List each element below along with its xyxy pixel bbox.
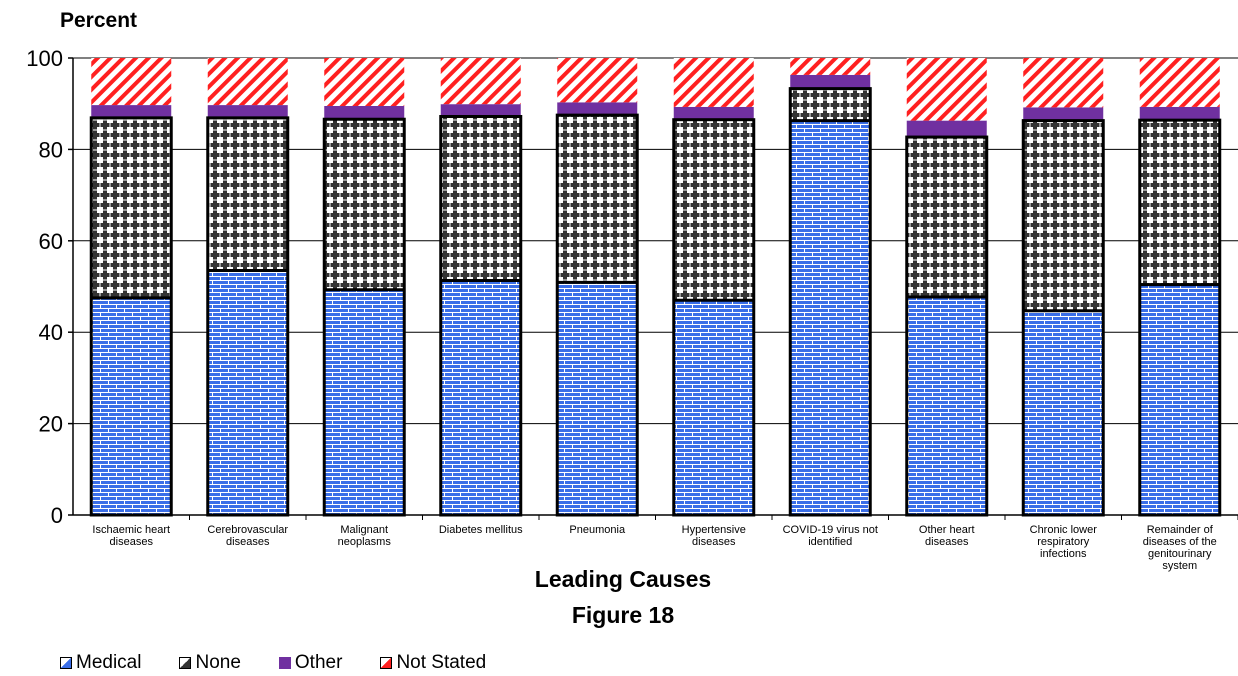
bar-segment-none	[324, 119, 405, 290]
bar-segment-none	[1023, 120, 1104, 311]
legend-swatch	[278, 657, 291, 669]
y-tick-label: 0	[51, 503, 63, 528]
bar-segment-medical	[440, 280, 521, 515]
legend-item-none: None	[179, 652, 241, 674]
y-tick-label: 80	[39, 137, 63, 162]
x-tick-label: Chronic lower	[1030, 524, 1098, 536]
bar-segment-medical	[1139, 284, 1220, 515]
x-tick-label: Other heart	[919, 524, 975, 536]
bar-segment-medical	[324, 289, 405, 515]
x-tick-label: infections	[1040, 548, 1087, 560]
x-tick-label: Remainder of	[1147, 524, 1214, 536]
bar-segment-other	[673, 106, 754, 120]
bar-segment-medical	[91, 297, 172, 515]
bar-segment-medical	[790, 120, 871, 515]
bar-segment-none	[440, 116, 521, 281]
x-tick-label: respiratory	[1037, 536, 1089, 548]
legend-label: Medical	[76, 652, 142, 673]
bar-segment-other	[557, 102, 638, 116]
bar-segment-not-stated	[1139, 58, 1220, 107]
bar-segment-other	[324, 105, 405, 120]
bar-segment-other	[1023, 107, 1104, 121]
legend: Medical None Other Not Stated	[60, 652, 524, 674]
x-tick-label: diseases	[692, 536, 736, 548]
bar-segment-not-stated	[91, 58, 172, 106]
bar-segment-not-stated	[673, 58, 754, 107]
bar-segment-not-stated	[324, 58, 405, 106]
bar-segment-other	[91, 105, 172, 118]
bar-segment-not-stated	[557, 58, 638, 103]
bar-segment-none	[790, 88, 871, 121]
bar-segment-other	[790, 74, 871, 89]
bar-segment-not-stated	[906, 58, 987, 121]
chart-title: Figure 18	[572, 602, 674, 628]
bar-segment-none	[557, 115, 638, 283]
x-tick-label: diseases	[925, 536, 969, 548]
bar-segment-medical	[673, 300, 754, 515]
bar-segment-other	[207, 105, 288, 118]
bar-segment-not-stated	[207, 58, 288, 106]
bar-segment-medical	[207, 270, 288, 515]
x-tick-label: genitourinary	[1148, 548, 1212, 560]
legend-swatch	[60, 657, 72, 669]
y-tick-label: 40	[39, 320, 63, 345]
bar-segment-medical	[557, 282, 638, 515]
bar-segment-other	[1139, 106, 1220, 121]
x-tick-label: Hypertensive	[682, 524, 746, 536]
y-tick-label: 100	[26, 46, 63, 71]
x-tick-label: identified	[808, 536, 852, 548]
x-tick-label: diseases of the	[1143, 536, 1217, 548]
x-tick-label: Cerebrovascular	[207, 524, 288, 536]
bar-segment-other	[906, 120, 987, 138]
y-axis-label: Percent	[60, 9, 137, 32]
bar-segment-medical	[906, 297, 987, 515]
y-tick-label: 20	[39, 412, 63, 437]
legend-item-not-stated: Not Stated	[380, 652, 486, 674]
x-axis-ticks: Ischaemic heartdiseasesCerebrovasculardi…	[92, 515, 1238, 572]
x-tick-label: Pneumonia	[569, 524, 626, 536]
bar-segment-none	[906, 137, 987, 298]
x-tick-label: Malignant	[340, 524, 388, 536]
y-axis-ticks: 0 20 40 60 80 100	[26, 46, 73, 528]
x-tick-label: diseases	[226, 536, 270, 548]
bar-segment-other	[440, 104, 521, 117]
x-tick-label: Ischaemic heart	[92, 524, 170, 536]
bar-segment-not-stated	[440, 58, 521, 105]
legend-label: Other	[294, 652, 343, 673]
legend-item-medical: Medical	[60, 652, 141, 674]
bar-segment-not-stated	[1023, 58, 1104, 108]
x-axis-label: Leading Causes	[535, 566, 711, 592]
x-tick-label: neoplasms	[338, 536, 392, 548]
bar-segment-none	[91, 117, 172, 298]
bar-series-group	[89, 58, 1222, 517]
bar-segment-none	[207, 117, 288, 271]
bar-segment-none	[1139, 120, 1220, 285]
legend-swatch	[380, 657, 393, 669]
x-tick-label: diseases	[110, 536, 154, 548]
legend-label: None	[195, 652, 241, 673]
bar-segment-not-stated	[790, 58, 871, 75]
bar-segment-none	[673, 119, 754, 301]
x-tick-label: COVID-19 virus not	[783, 524, 878, 536]
legend-item-other: Other	[278, 652, 343, 674]
y-tick-label: 60	[39, 229, 63, 254]
legend-label: Not Stated	[396, 652, 487, 673]
legend-swatch	[179, 657, 192, 669]
bar-segment-medical	[1023, 310, 1104, 515]
x-tick-label: Diabetes mellitus	[439, 524, 523, 536]
x-tick-label: system	[1162, 560, 1197, 572]
